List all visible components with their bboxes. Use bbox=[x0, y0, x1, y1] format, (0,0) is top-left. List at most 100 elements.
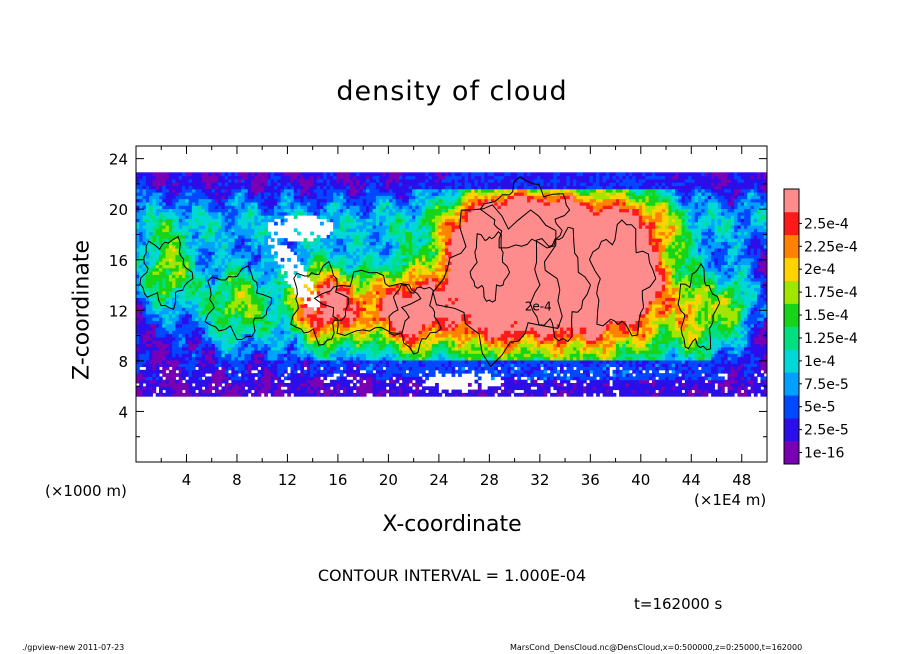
field-cell bbox=[428, 390, 432, 394]
field-cell bbox=[593, 363, 597, 367]
field-cell bbox=[212, 360, 216, 364]
field-cell bbox=[501, 363, 505, 367]
field-cell bbox=[688, 337, 692, 341]
field-cell bbox=[484, 314, 488, 318]
field-cell bbox=[662, 353, 666, 357]
field-cell bbox=[254, 360, 258, 364]
field-cell bbox=[175, 317, 179, 321]
field-cell bbox=[399, 376, 403, 380]
field-cell bbox=[290, 390, 294, 394]
field-cell bbox=[708, 386, 712, 390]
field-cell bbox=[366, 304, 370, 308]
field-cell bbox=[366, 367, 370, 371]
field-cell bbox=[737, 307, 741, 311]
field-cell bbox=[609, 334, 613, 338]
field-cell bbox=[359, 350, 363, 354]
field-cell bbox=[553, 393, 557, 397]
field-cell bbox=[251, 363, 255, 367]
field-cell bbox=[251, 360, 255, 364]
field-cell bbox=[290, 344, 294, 348]
field-cell bbox=[152, 304, 156, 308]
field-cell bbox=[537, 363, 541, 367]
field-cell bbox=[705, 383, 709, 387]
field-cell bbox=[166, 327, 170, 331]
field-cell bbox=[438, 307, 442, 311]
field-cell bbox=[629, 327, 633, 331]
field-cell bbox=[724, 370, 728, 374]
field-cell bbox=[754, 390, 758, 394]
field-cell bbox=[284, 307, 288, 311]
field-cell bbox=[189, 330, 193, 334]
field-cell bbox=[169, 334, 173, 338]
field-cell bbox=[636, 386, 640, 390]
field-cell bbox=[175, 367, 179, 371]
field-cell bbox=[208, 383, 212, 387]
field-cell bbox=[455, 344, 459, 348]
field-cell bbox=[320, 373, 324, 377]
field-cell bbox=[143, 327, 147, 331]
field-cell bbox=[438, 393, 442, 397]
field-cell bbox=[649, 376, 653, 380]
field-cell bbox=[639, 360, 643, 364]
field-cell bbox=[672, 307, 676, 311]
field-cell bbox=[573, 324, 577, 328]
field-cell bbox=[567, 334, 571, 338]
field-cell bbox=[501, 307, 505, 311]
field-cell bbox=[547, 337, 551, 341]
field-cell bbox=[179, 353, 183, 357]
field-cell bbox=[297, 311, 301, 315]
field-cell bbox=[563, 390, 567, 394]
field-cell bbox=[412, 360, 416, 364]
field-cell bbox=[152, 320, 156, 324]
field-cell bbox=[534, 353, 538, 357]
field-cell bbox=[567, 380, 571, 384]
field-cell bbox=[760, 353, 764, 357]
field-cell bbox=[221, 370, 225, 374]
field-cell bbox=[757, 350, 761, 354]
field-cell bbox=[419, 350, 423, 354]
field-cell bbox=[382, 390, 386, 394]
field-cell bbox=[675, 337, 679, 341]
field-cell bbox=[300, 347, 304, 351]
field-cell bbox=[317, 317, 321, 321]
field-cell bbox=[143, 350, 147, 354]
field-cell bbox=[576, 330, 580, 334]
field-cell bbox=[346, 383, 350, 387]
field-cell bbox=[553, 317, 557, 321]
field-cell bbox=[507, 330, 511, 334]
field-cell bbox=[609, 347, 613, 351]
field-cell bbox=[586, 314, 590, 318]
field-cell bbox=[478, 386, 482, 390]
field-cell bbox=[511, 307, 515, 311]
field-cell bbox=[484, 390, 488, 394]
field-cell bbox=[521, 367, 525, 371]
field-cell bbox=[583, 360, 587, 364]
field-cell bbox=[458, 340, 462, 344]
field-cell bbox=[550, 376, 554, 380]
field-cell bbox=[422, 347, 426, 351]
field-cell bbox=[662, 393, 666, 397]
field-cell bbox=[258, 304, 262, 308]
field-cell bbox=[530, 390, 534, 394]
field-cell bbox=[527, 350, 531, 354]
field-cell bbox=[534, 344, 538, 348]
field-cell bbox=[428, 363, 432, 367]
field-cell bbox=[484, 363, 488, 367]
field-cell bbox=[698, 360, 702, 364]
field-cell bbox=[741, 314, 745, 318]
field-cell bbox=[596, 344, 600, 348]
field-cell bbox=[277, 307, 281, 311]
field-cell bbox=[359, 360, 363, 364]
field-cell bbox=[366, 347, 370, 351]
field-cell bbox=[461, 340, 465, 344]
field-cell bbox=[435, 383, 439, 387]
field-cell bbox=[695, 367, 699, 371]
field-cell bbox=[491, 373, 495, 377]
field-cell bbox=[248, 390, 252, 394]
field-cell bbox=[136, 363, 140, 367]
field-cell bbox=[182, 350, 186, 354]
field-cell bbox=[540, 386, 544, 390]
field-cell bbox=[619, 360, 623, 364]
field-cell bbox=[202, 304, 206, 308]
field-cell bbox=[300, 367, 304, 371]
